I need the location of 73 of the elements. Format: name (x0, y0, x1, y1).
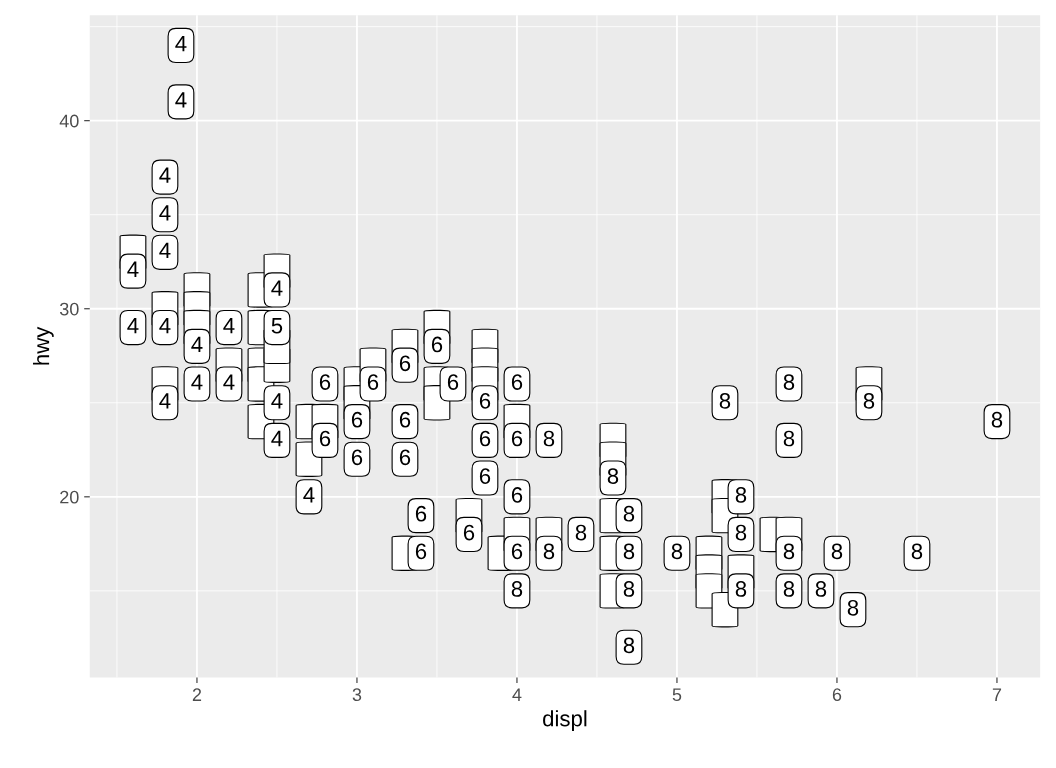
series-label: 8 (783, 543, 795, 560)
text: 8 (623, 505, 635, 522)
text: 8 (735, 581, 747, 597)
text: 4 (127, 318, 139, 334)
x-tick-label: 3 (352, 688, 362, 702)
text: 4 (159, 393, 171, 409)
text: 8 (511, 581, 523, 597)
series-label: 4 (271, 393, 283, 409)
text: 8 (623, 581, 635, 597)
x-tick-label: 7 (992, 688, 1002, 701)
text: 8 (543, 543, 555, 560)
text: 4 (191, 374, 203, 390)
text: 6 (479, 468, 491, 484)
text: 4 (271, 430, 283, 447)
text: 4 (191, 336, 203, 353)
text: 8 (847, 599, 859, 616)
text: 4 (159, 242, 171, 259)
text: 8 (543, 430, 555, 447)
text: 6 (463, 524, 475, 541)
text: 4 (223, 318, 235, 334)
x-tick-label: 5 (672, 688, 682, 702)
text: 6 (415, 543, 427, 560)
text: 6 (447, 374, 459, 390)
text: 4 (271, 280, 283, 296)
text: 6 (431, 336, 443, 353)
text: 4 (175, 92, 187, 108)
text: 6 (511, 430, 523, 447)
text: 6 (367, 374, 379, 390)
y-tick-label: 30 (59, 302, 79, 316)
x-axis-title: displ (543, 710, 587, 731)
x-tick-label: 6 (832, 688, 842, 702)
x-tick-label: 4 (512, 688, 522, 701)
series-label: 6 (319, 430, 331, 447)
text: 4 (223, 374, 235, 390)
x-tick-label: 2 (192, 688, 202, 701)
text: 8 (991, 411, 1003, 428)
text: 6 (479, 393, 491, 409)
text: 6 (351, 411, 363, 428)
text: 6 (415, 505, 427, 522)
y-axis-title: hwy (32, 326, 54, 365)
text: 8 (671, 543, 683, 560)
text: 6 (511, 374, 523, 390)
text: 8 (623, 543, 635, 560)
text: 8 (783, 374, 795, 390)
text: 4 (159, 205, 171, 221)
text: 8 (911, 543, 923, 560)
text: 6 (511, 487, 523, 503)
text: 6 (399, 449, 411, 466)
text: 6 (319, 374, 331, 390)
text: 8 (623, 637, 635, 654)
text: 8 (719, 393, 731, 409)
text: 8 (607, 468, 619, 484)
text: 6 (511, 543, 523, 560)
text: 4 (127, 261, 139, 277)
text: 4 (159, 167, 171, 183)
text: 8 (815, 581, 827, 597)
text: 4 (175, 35, 187, 52)
text: 8 (831, 543, 843, 560)
text: 6 (351, 449, 363, 466)
text: 8 (863, 393, 875, 409)
text: 6 (399, 355, 411, 372)
text: 4 (303, 487, 315, 503)
text: 8 (783, 581, 795, 597)
text: 8 (735, 524, 747, 541)
y-tick-label: 20 (60, 490, 79, 504)
text: 8 (735, 487, 747, 503)
text: 8 (783, 430, 795, 447)
series-label: 5 (271, 318, 283, 334)
text: 8 (575, 524, 587, 541)
text: 6 (399, 411, 411, 428)
text: 6 (479, 430, 491, 447)
text: 4 (159, 318, 171, 334)
y-tick-label: 40 (59, 114, 79, 128)
